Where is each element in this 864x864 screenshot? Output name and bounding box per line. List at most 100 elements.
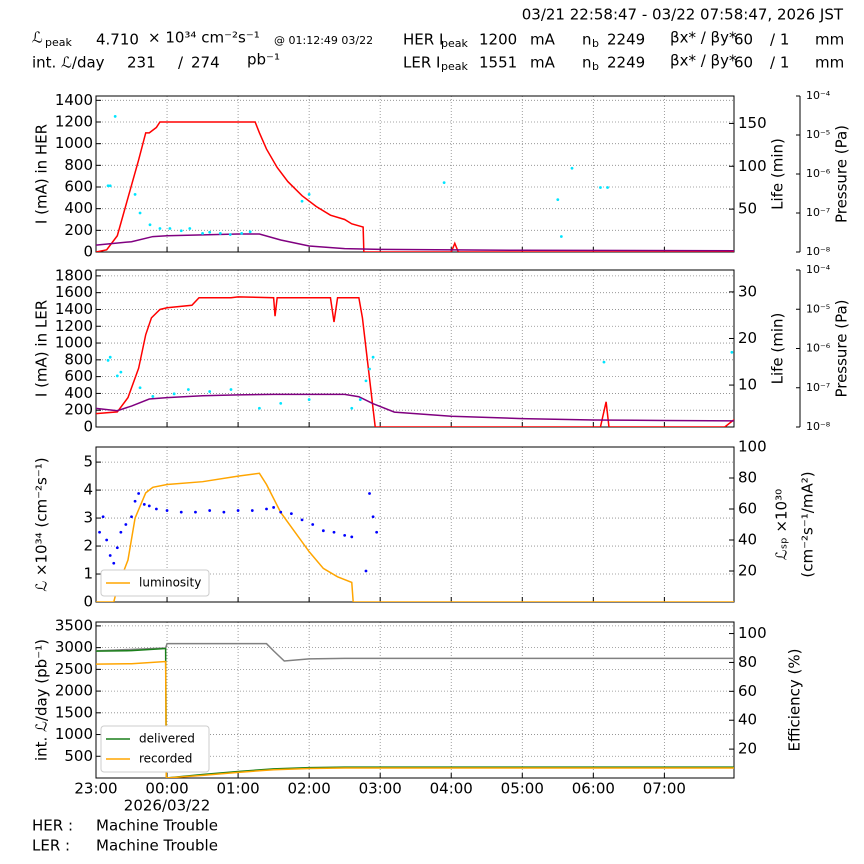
y-tick-label: 4 [83,481,93,499]
data-point [279,401,283,405]
lumi-symbol: ℒ [32,29,43,47]
data-point [105,538,109,542]
data-point [112,561,116,565]
y2-tick-label: 10 [738,376,757,394]
data-point [106,358,110,362]
data-point [371,515,375,519]
plot-frame [95,621,735,779]
lumi-unit: × 10³⁴ cm⁻²s⁻¹ [148,29,260,47]
series-line [96,233,734,252]
lumi-value: 4.710 [96,31,139,49]
axis-label: Pressure (Pa) [833,125,851,223]
data-point [165,509,169,512]
y-tick-label: 600 [64,178,93,196]
x-tick-label: 01:00 [216,780,259,798]
y2-tick-label: 100 [738,157,767,175]
series-line [96,296,734,427]
data-point [147,504,151,508]
x-tick-label: 00:00 [145,780,188,798]
series-line [96,472,734,602]
y-tick-label: 0 [83,593,93,611]
data-point [368,367,371,371]
y-tick-label: 1200 [55,317,93,335]
data-point [300,199,304,203]
data-point [321,529,325,533]
beta-x: 60 [734,54,753,72]
y2-tick-label: 60 [738,500,757,518]
y3-tick-label: 10⁻⁴ [806,263,831,276]
y-tick-label: 1000 [55,725,93,743]
y-tick-label: 3 [83,509,93,527]
data-point [350,406,354,410]
y2-tick-label: 30 [738,282,757,300]
data-point [119,530,123,534]
axis-label: Life (min) [769,138,787,210]
y2-tick-label: 50 [738,200,757,218]
data-point [133,192,137,196]
y2-tick-label: 60 [738,682,757,700]
y-tick-label: 200 [64,221,93,239]
data-point [106,184,110,188]
data-point [570,166,574,170]
data-point [606,186,609,189]
footer-status: Machine Trouble [96,817,218,835]
lumi-time: @ 01:12:49 03/22 [274,34,373,47]
data-point [222,510,226,514]
data-point [218,231,222,235]
data-point [108,355,112,359]
ring-unit: mA [530,54,556,72]
data-point [138,211,142,215]
legend-box [100,569,210,597]
nb-sub: b [592,37,599,50]
series-line [96,647,734,778]
ring-sub: peak [441,60,468,73]
y-tick-label: 2000 [55,682,93,700]
axis-label: ℒₛₚ ×10³⁰ [773,489,791,560]
data-point [148,223,152,227]
data-point [272,506,276,509]
y-tick-label: 600 [64,367,93,385]
data-point [172,392,176,396]
ring-label: HER I [403,31,443,49]
y-tick-label: 800 [64,350,93,368]
y-tick-label: 1000 [55,334,93,352]
y2-tick-label: 100 [738,438,767,456]
data-point [358,398,362,401]
y2-tick-label: 150 [738,114,767,132]
data-point [119,370,123,374]
data-point [158,227,162,230]
data-point [137,492,141,495]
data-point [130,515,133,519]
y-tick-label: 1400 [55,91,93,109]
beta-y: / 1 [770,54,789,72]
y3-tick-label: 10⁻⁷ [806,206,830,219]
data-point [730,350,734,354]
nb-symbol: n [582,54,592,72]
beta-label: βx* / βy* [670,29,737,47]
y-tick-label: 0 [83,243,93,261]
x-tick-label: 05:00 [501,780,544,798]
y3-tick-label: 10⁻⁶ [806,167,831,180]
y-tick-label: 800 [64,156,93,174]
series-group [96,114,734,252]
footer-ring: HER : [32,817,73,835]
ring-label: LER I [403,54,440,72]
data-point [138,386,142,390]
int-unit: pb⁻¹ [247,51,280,69]
legend-label: delivered [139,732,195,746]
y-tick-label: 1200 [55,113,93,131]
axis-label: Life (min) [769,313,787,385]
data-point [115,374,119,378]
y3-tick-label: 10⁻⁴ [806,89,831,102]
y-tick-label: 3500 [55,616,93,634]
y-tick-label: 400 [64,384,93,402]
y2-tick-label: 80 [738,469,757,487]
data-point [599,186,602,189]
data-point [208,509,212,512]
x-tick-label: 06:00 [572,780,615,798]
y2-tick-label: 40 [738,531,757,549]
data-point [101,515,105,519]
data-point [108,554,112,557]
